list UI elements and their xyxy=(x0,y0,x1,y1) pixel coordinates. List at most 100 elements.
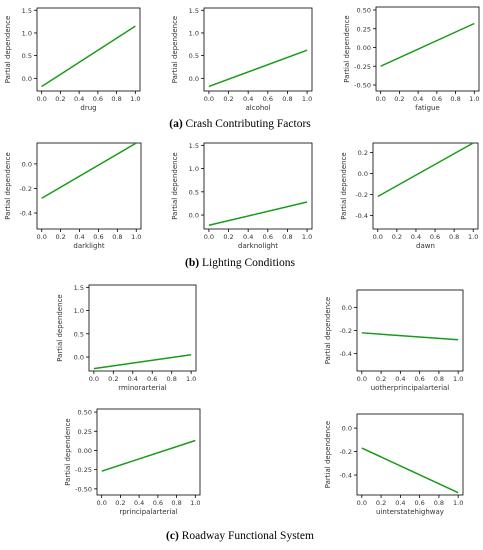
x-tick-label: 0.6 xyxy=(414,499,424,507)
chart-panel-8: -0.4 -0.2 0.0 0.0 0.2 0.4 0.6 0.8 1.0uotherprinc… xyxy=(324,289,464,392)
x-tick-label: 0.6 xyxy=(147,375,157,383)
chart-panel-2: 0.0 0.5 1.0 1.5 0.0 0.2 0.4 0.6 0.8 1.0 alcohol Par… xyxy=(171,7,313,112)
y-tick-label: -0.25 xyxy=(354,63,371,71)
x-tick-label: 0.2 xyxy=(376,499,386,507)
y-axis-label: Partial dependence xyxy=(171,16,179,84)
caption-a: (a) Crash Contributing Factors xyxy=(120,118,360,130)
y-tick-label: -0.50 xyxy=(354,82,371,90)
y-tick-label: 0.00 xyxy=(357,44,371,52)
chart-panel-3: -0.50 -0.25 0.00 0.25 0.50 0.0 0.2 0.4 0.6 0.8 1.0… xyxy=(343,7,479,113)
chart-panel-6: -0.4 -0.2 0.0 0.2 0.0 0.2 0.4 0.6 0.8 1.0 dawn Part… xyxy=(340,142,479,250)
y-tick-label: 0.0 xyxy=(358,170,368,178)
y-tick-label: 1.0 xyxy=(22,29,32,37)
partial-dependence-line xyxy=(361,447,459,494)
y-tick-label: 0.0 xyxy=(342,304,352,312)
x-tick-label: 1.0 xyxy=(186,375,196,383)
y-tick-label: 0.25 xyxy=(357,25,371,33)
x-tick-label: 0.0 xyxy=(37,95,47,103)
y-tick-label: -0.4 xyxy=(339,472,352,480)
x-tick-label: 0.2 xyxy=(394,95,404,103)
caption-a-letter: (a) xyxy=(169,118,183,130)
y-tick-label: 0.0 xyxy=(342,425,352,433)
x-tick-label: 0.6 xyxy=(93,233,103,241)
x-tick-label: 0.2 xyxy=(223,233,233,241)
x-tick-label: 0.6 xyxy=(263,233,273,241)
x-tick-label: 0.2 xyxy=(376,375,386,383)
y-axis-label: Partial dependence xyxy=(343,15,351,83)
caption-a-text: Crash Contributing Factors xyxy=(182,118,311,130)
plot-frame xyxy=(372,142,479,230)
caption-c-letter: (c) xyxy=(166,530,179,542)
chart-panel-9: -0.50 -0.25 0.00 0.25 0.50 0.0 0.2 0.4 0.6 0.8 1.0… xyxy=(64,409,200,516)
x-tick-label: 0.4 xyxy=(395,499,405,507)
x-axis-label: rprincipalarterial xyxy=(119,508,177,516)
x-tick-label: 0.8 xyxy=(434,499,444,507)
x-tick-label: 1.0 xyxy=(131,233,141,241)
x-tick-label: 0.4 xyxy=(128,375,138,383)
x-tick-label: 0.8 xyxy=(282,95,292,103)
plot-frame xyxy=(88,284,197,372)
partial-dependence-line xyxy=(101,439,196,472)
x-axis-label: uinterstatehighway xyxy=(376,508,444,516)
x-tick-label: 0.0 xyxy=(97,499,107,507)
y-tick-label: 0.0 xyxy=(74,354,84,362)
x-tick-label: 0.0 xyxy=(376,95,386,103)
x-tick-label: 1.0 xyxy=(302,233,312,241)
x-tick-label: 0.0 xyxy=(204,95,214,103)
x-axis-label: darklight xyxy=(73,242,104,250)
y-tick-label: 1.0 xyxy=(189,29,199,37)
chart-panel-7: 0.0 0.5 1.0 1.5 0.0 0.2 0.4 0.6 0.8 1.0 rminorarte… xyxy=(56,284,197,392)
y-tick-label: 0.50 xyxy=(78,409,92,417)
x-tick-label: 0.4 xyxy=(243,233,253,241)
x-tick-label: 1.0 xyxy=(190,499,200,507)
x-tick-label: 0.6 xyxy=(153,499,163,507)
chart-panel-4: -0.4 -0.2 0.0 0.0 0.2 0.4 0.6 0.8 1.0 darklight Pa… xyxy=(4,142,142,250)
x-tick-label: 1.0 xyxy=(469,95,479,103)
x-tick-label: 0.6 xyxy=(430,233,440,241)
y-tick-label: -0.2 xyxy=(355,191,368,199)
x-tick-label: 0.4 xyxy=(413,95,423,103)
caption-b-text: Lighting Conditions xyxy=(199,257,295,269)
plot-frame xyxy=(375,6,480,92)
x-axis-label: rminorarterial xyxy=(118,384,166,392)
x-axis-label: darknolight xyxy=(238,242,278,250)
x-tick-label: 0.8 xyxy=(449,233,459,241)
y-axis-label: Partial dependence xyxy=(64,418,72,486)
x-axis-label: fatigue xyxy=(415,104,440,112)
y-tick-label: -0.4 xyxy=(19,210,32,218)
chart-panel-5: 0.0 0.5 1.0 1.5 0.0 0.2 0.4 0.6 0.8 1.0 darknoligh… xyxy=(171,142,313,250)
x-tick-label: 0.0 xyxy=(37,233,47,241)
y-tick-label: 0.0 xyxy=(22,160,32,168)
y-axis-label: Partial dependence xyxy=(171,152,179,220)
y-tick-label: 1.0 xyxy=(74,307,84,315)
x-tick-label: 1.0 xyxy=(453,375,463,383)
x-tick-label: 0.8 xyxy=(450,95,460,103)
x-axis-label: dawn xyxy=(416,242,435,250)
y-axis-label: Partial dependence xyxy=(4,152,12,220)
x-tick-label: 0.0 xyxy=(357,375,367,383)
x-tick-label: 0.2 xyxy=(55,233,65,241)
y-tick-label: 0.0 xyxy=(189,75,199,83)
plot-frame xyxy=(203,7,313,92)
y-tick-label: 0.50 xyxy=(357,7,371,15)
x-tick-label: 0.2 xyxy=(115,499,125,507)
partial-dependence-line xyxy=(41,25,136,88)
x-tick-label: 0.6 xyxy=(263,95,273,103)
y-tick-label: 1.5 xyxy=(74,284,84,292)
partial-dependence-line xyxy=(380,22,475,67)
plot-frame xyxy=(36,142,142,230)
y-tick-label: 1.0 xyxy=(189,165,199,173)
x-tick-label: 0.6 xyxy=(432,95,442,103)
y-axis-label: Partial dependence xyxy=(324,297,332,365)
partial-dependence-line xyxy=(41,142,137,199)
y-tick-label: -0.4 xyxy=(339,350,352,358)
x-tick-label: 0.8 xyxy=(112,233,122,241)
y-tick-label: 1.5 xyxy=(189,142,199,150)
y-axis-label: Partial dependence xyxy=(4,16,12,84)
plot-frame xyxy=(36,7,141,92)
x-tick-label: 0.0 xyxy=(357,499,367,507)
x-tick-label: 0.2 xyxy=(223,95,233,103)
y-tick-label: -0.4 xyxy=(355,212,368,220)
caption-b-letter: (b) xyxy=(185,257,200,269)
partial-dependence-line xyxy=(93,353,192,370)
